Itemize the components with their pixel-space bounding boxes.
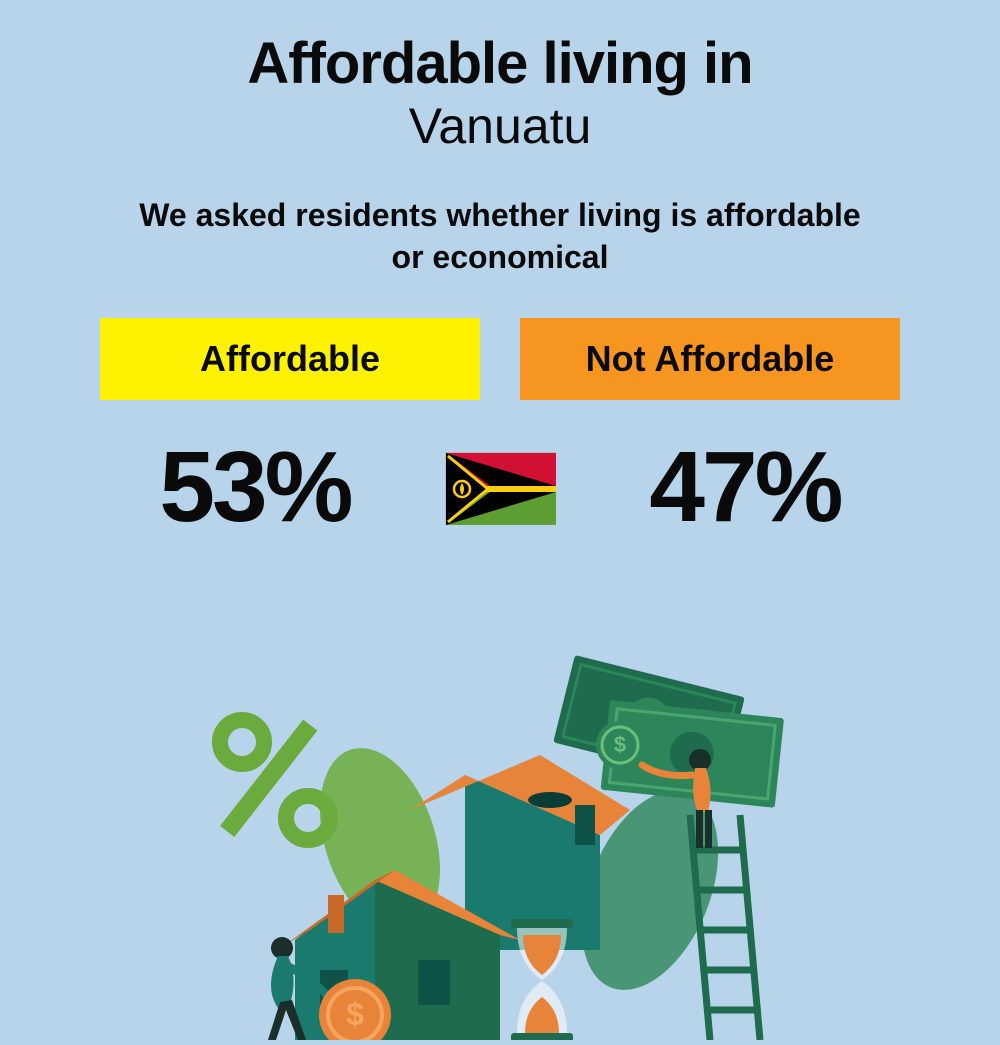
title-main: Affordable living in <box>60 30 940 97</box>
badge-not-affordable: Not Affordable <box>520 318 900 400</box>
infographic-container: Affordable living in Vanuatu We asked re… <box>0 0 1000 575</box>
badge-affordable: Affordable <box>100 318 480 400</box>
stats-row: 53% 47% <box>60 430 940 545</box>
coin-icon: $ <box>596 721 644 769</box>
ladder-icon <box>690 815 760 1040</box>
housing-illustration: $ $ <box>180 640 820 1040</box>
badge-affordable-label: Affordable <box>200 338 380 379</box>
flag-icon <box>445 452 555 524</box>
svg-text:$: $ <box>614 732 626 757</box>
badge-row: Affordable Not Affordable <box>60 318 940 400</box>
svg-text:$: $ <box>346 996 364 1032</box>
badge-not-affordable-label: Not Affordable <box>586 338 835 379</box>
hourglass-icon <box>511 919 573 1040</box>
stat-not-affordable: 47% <box>605 430 885 545</box>
title-location: Vanuatu <box>60 97 940 155</box>
percent-icon <box>220 720 330 840</box>
subtitle-text: We asked residents whether living is aff… <box>125 195 875 278</box>
stat-affordable: 53% <box>115 430 395 545</box>
